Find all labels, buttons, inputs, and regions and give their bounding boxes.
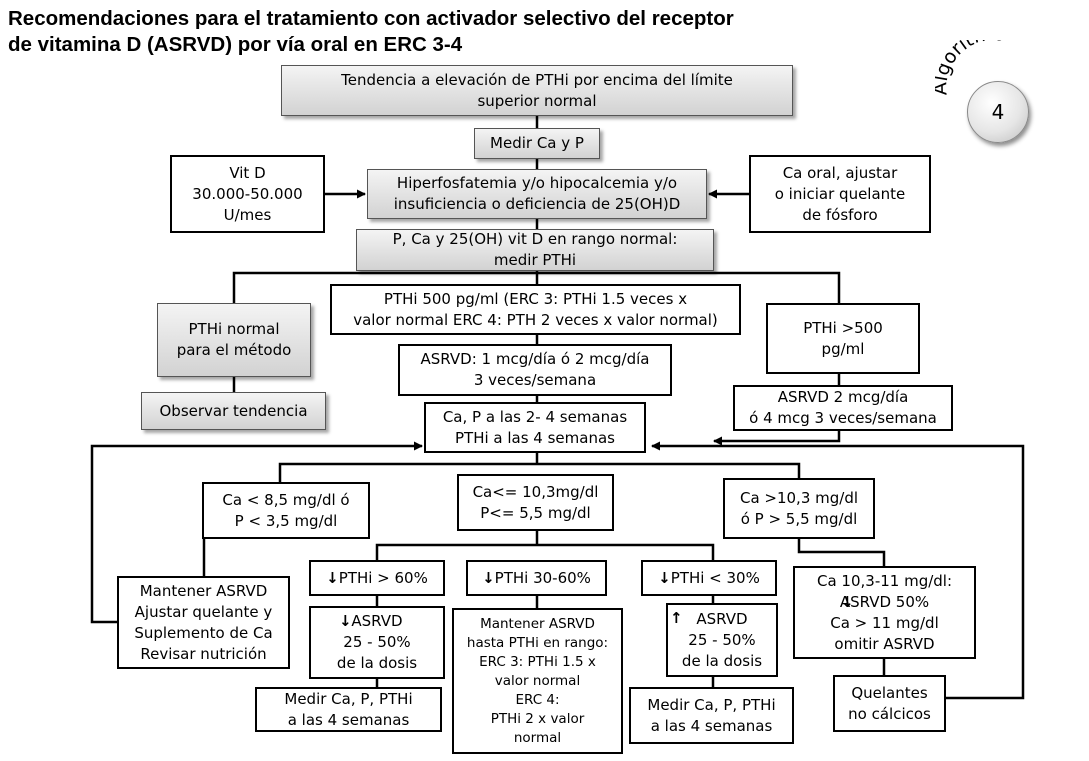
algorithm-number-badge: 4 <box>967 81 1029 143</box>
node-ca-mid: Ca<= 10,3mg/dl P<= 5,5 mg/dl <box>457 474 614 531</box>
down-arrow-icon: ↓ <box>339 612 352 630</box>
node-pthi-500: PTHi 500 pg/ml (ERC 3: PTHi 1.5 veces x … <box>330 284 741 335</box>
node-pthi-gt60-label: PTHi > 60% <box>338 568 428 587</box>
node-mantener-ajustar: Mantener ASRVD Ajustar quelante y Suplem… <box>117 576 290 669</box>
node-quelantes: Quelantes no cálcicos <box>833 675 946 732</box>
node-normal-range: P, Ca y 25(OH) vit D en rango normal: me… <box>356 229 714 271</box>
node-mantener-hasta: Mantener ASRVD hasta PTHi en rango: ERC … <box>452 608 623 754</box>
node-pthi-lt30: ↓ PTHi < 30% <box>641 560 777 596</box>
node-asrvd-increase-label: ASRVD 25 - 50% de la dosis <box>681 609 763 670</box>
node-asrvd-2mcg: ASRVD 2 mcg/día ó 4 mcg 3 veces/semana <box>733 385 953 431</box>
down-arrow-icon: ↓ <box>841 593 854 611</box>
node-pthi-gt60: ↓ PTHi > 60% <box>309 560 445 596</box>
node-asrvd-decrease: ↓ ASRVD 25 - 50% de la dosis <box>309 606 445 679</box>
node-asrvd-increase: ↑ ASRVD 25 - 50% de la dosis <box>666 603 778 677</box>
node-asrvd-decrease-label: ASRVD 25 - 50% de la dosis <box>336 612 418 672</box>
branch-ca <box>278 462 801 482</box>
node-vit-d: Vit D 30.000-50.000 U/mes <box>170 155 325 233</box>
node-pthi-30-60-label: PTHi 30-60% <box>494 568 591 587</box>
node-measure-left: Medir Ca, P, PTHi a las 4 semanas <box>255 687 442 732</box>
down-arrow-icon: ↓ <box>326 568 339 587</box>
node-pthi-normal: PTHi normal para el método <box>157 303 311 377</box>
node-observe-trend: Observar tendencia <box>141 392 326 430</box>
node-measure-ca-p: Medir Ca y P <box>474 128 600 159</box>
node-ca-low: Ca < 8,5 mg/dl ó P < 3,5 mg/dl <box>202 482 370 539</box>
branch-pth <box>232 271 841 303</box>
up-arrow-icon: ↑ <box>670 609 683 627</box>
node-check-labs: Ca, P a las 2- 4 semanas PTHi a las 4 se… <box>424 402 646 453</box>
node-trend: Tendencia a elevación de PTHi por encima… <box>281 65 793 116</box>
branch-pthi <box>375 543 715 560</box>
node-pthi-gt500: PTHi >500 pg/ml <box>766 303 920 374</box>
connector-cahigh-ca1011 <box>797 539 886 566</box>
down-arrow-icon: ↓ <box>482 568 495 587</box>
arrow-asrvd2-check <box>713 431 841 446</box>
node-pthi-30-60: ↓ PTHi 30-60% <box>466 560 607 596</box>
node-asrvd-dose: ASRVD: 1 mcg/día ó 2 mcg/día 3 veces/sem… <box>398 344 672 396</box>
node-ca-high: Ca >10,3 mg/dl ó P > 5,5 mg/dl <box>723 478 875 539</box>
arrow-feedback-left <box>90 441 423 624</box>
down-arrow-icon: ↓ <box>658 568 671 587</box>
node-measure-right: Medir Ca, P, PTHi a las 4 semanas <box>629 687 794 744</box>
page-title: Recomendaciones para el tratamiento con … <box>8 7 734 56</box>
node-hyperphosphatemia: Hiperfosfatemia y/o hipocalcemia y/o ins… <box>367 169 707 219</box>
node-pthi-lt30-label: PTHi < 30% <box>670 568 760 587</box>
node-ca-10-11-label: Ca 10,3-11 mg/dl: ASRVD 50% Ca > 11 mg/d… <box>816 571 953 653</box>
arrow-feedback-right <box>651 441 1025 700</box>
node-ca-10-11: ↓ Ca 10,3-11 mg/dl: ASRVD 50% Ca > 11 mg… <box>793 566 976 659</box>
node-ca-oral: Ca oral, ajustar o iniciar quelante de f… <box>749 155 931 233</box>
